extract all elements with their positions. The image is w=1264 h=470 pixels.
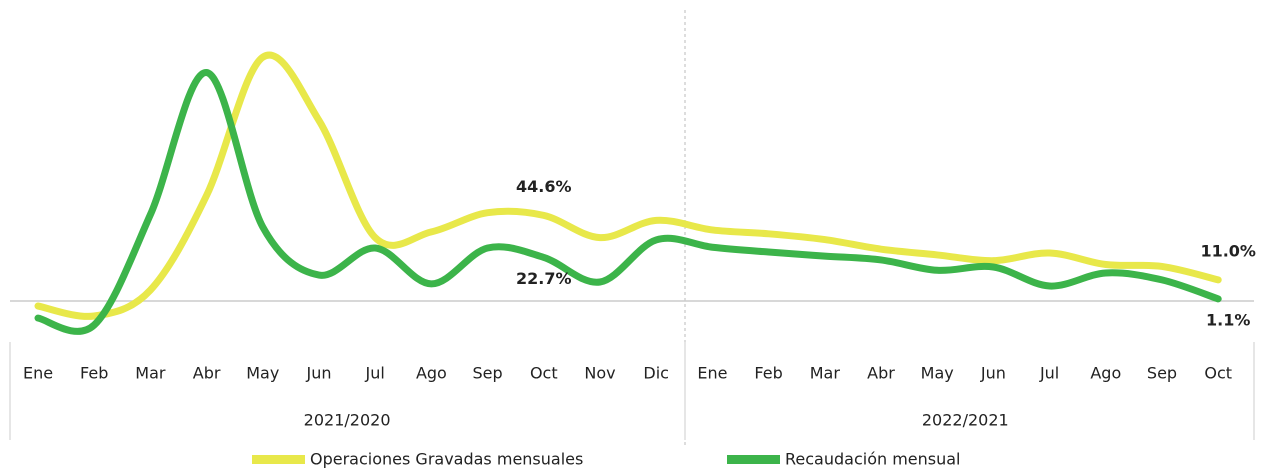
x-tick-label: Jul [365, 364, 385, 383]
x-tick-label: Mar [810, 364, 841, 383]
x-tick-label: Feb [80, 364, 108, 383]
group-label: 2022/2021 [922, 411, 1009, 430]
x-tick-label: Jun [980, 364, 1006, 383]
x-tick-label: Oct [530, 364, 558, 383]
x-tick-label: Abr [867, 364, 895, 383]
x-tick-label: Oct [1204, 364, 1232, 383]
x-tick-label: Ene [23, 364, 53, 383]
series-line [34, 51, 1222, 320]
data-label: 22.7% [516, 269, 572, 288]
x-tick-label: Dic [643, 364, 669, 383]
x-tick-label: Abr [193, 364, 221, 383]
legend-label: Operaciones Gravadas mensuales [310, 450, 583, 469]
series-line [34, 69, 1222, 335]
x-tick-label: Nov [584, 364, 615, 383]
legend-label: Recaudación mensual [785, 450, 961, 469]
x-tick-label: Ago [1090, 364, 1121, 383]
x-tick-label: May [921, 364, 954, 383]
x-tick-label: Feb [754, 364, 782, 383]
x-tick-label: Ene [697, 364, 727, 383]
data-label: 1.1% [1206, 310, 1250, 329]
x-tick-label: Jul [1039, 364, 1059, 383]
x-tick-label: Mar [135, 364, 166, 383]
legend-swatch [727, 455, 780, 464]
data-label: 44.6% [516, 177, 572, 196]
x-tick-label: Jun [306, 364, 332, 383]
group-label: 2021/2020 [304, 411, 391, 430]
legend-swatch [252, 455, 305, 464]
x-tick-label: May [246, 364, 279, 383]
x-tick-label: Sep [473, 364, 503, 383]
x-tick-label: Ago [416, 364, 447, 383]
data-label: 11.0% [1200, 241, 1256, 260]
x-tick-label: Sep [1147, 364, 1177, 383]
